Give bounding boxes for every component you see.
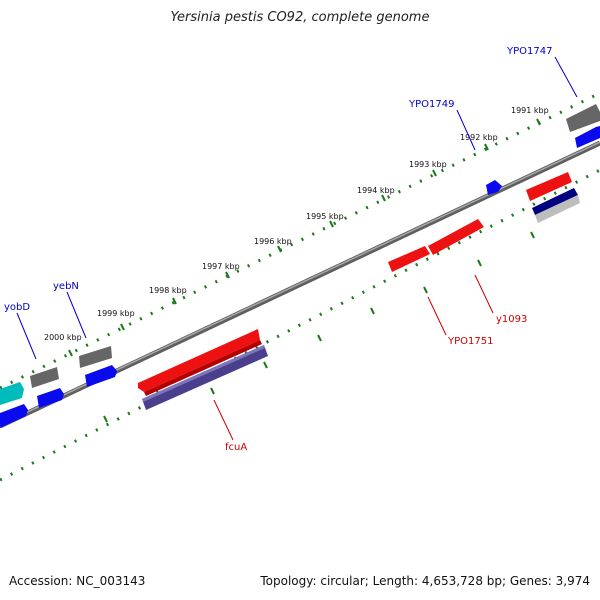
ruler-label: 2000 kbp [44, 333, 82, 342]
red-feature-fcuA-shadow [144, 340, 262, 396]
lower-tick [210, 387, 215, 395]
tick-1996 [277, 245, 282, 253]
gray-feature [30, 367, 59, 388]
ruler-label: 1994 kbp [357, 186, 395, 195]
leader-yobD [16, 312, 37, 360]
gray-feature [79, 346, 112, 368]
lower-tick [423, 286, 428, 294]
gene-label-fcuA[interactable]: fcuA [225, 442, 247, 453]
blue-feature [85, 365, 117, 387]
leader-YPO1751 [427, 296, 447, 336]
red-feature-fcuA [138, 329, 260, 392]
tick-1995 [329, 220, 334, 228]
red-feature-y1093 [388, 246, 430, 272]
lower-tick [477, 259, 482, 267]
ruler-label: 1998 kbp [149, 286, 187, 295]
gene-label-YPO1747[interactable]: YPO1747 [506, 46, 552, 57]
gene-label-yobD[interactable]: yobD [4, 302, 30, 313]
navy-feature [532, 188, 578, 215]
gene-label-yebN[interactable]: yebN [53, 281, 79, 292]
ruler-label: 1999 kbp [97, 309, 135, 318]
map-title: Yersinia pestis CO92, complete genome [170, 10, 430, 25]
tick-1991 [536, 118, 541, 126]
tick-2000 [68, 349, 73, 357]
leader-YPO1749 [456, 109, 476, 151]
blue-feature [486, 180, 502, 195]
lower-tick [530, 231, 535, 239]
tick-1999 [120, 323, 125, 331]
accession-text: Accession: NC_003143 [9, 574, 146, 588]
lower-tick [263, 361, 268, 369]
purple-feature-highlight [142, 345, 265, 402]
blue-feature [37, 388, 64, 408]
leader-y1093 [474, 274, 494, 314]
tick-1998 [172, 297, 177, 305]
tick-1993 [432, 169, 437, 177]
gene-label-y1093[interactable]: y1093 [496, 314, 527, 325]
gene-label-YPO1749[interactable]: YPO1749 [408, 99, 454, 110]
ruler-label: 1992 kbp [460, 133, 498, 142]
ruler-label: 1996 kbp [254, 237, 292, 246]
tick-1994 [381, 194, 386, 202]
genome-summary-text: Topology: circular; Length: 4,653,728 bp… [260, 574, 590, 588]
leader-yebN [66, 291, 87, 339]
ruler-label: 1991 kbp [511, 106, 549, 115]
blue-feature [0, 404, 28, 428]
gene-label-YPO1751[interactable]: YPO1751 [447, 336, 493, 347]
ruler-label: 1997 kbp [202, 262, 240, 271]
gray-feature [566, 104, 600, 132]
lower-ruler-track [0, 168, 600, 482]
red-feature-YPO1751 [428, 219, 484, 255]
lower-tick [103, 415, 108, 423]
tick-1992 [484, 143, 489, 151]
label-leaders [16, 56, 578, 441]
leader-fcuA [213, 399, 234, 441]
ruler-label: 1995 kbp [306, 212, 344, 221]
upper-ruler-track [0, 91, 600, 390]
purple-feature [142, 345, 268, 410]
upper-major-ticks [68, 118, 541, 357]
ruler-label: 1993 kbp [409, 160, 447, 169]
leader-YPO1747 [554, 56, 578, 98]
red-feature [526, 172, 572, 201]
blue-feature [575, 126, 600, 148]
lower-tick [370, 307, 375, 315]
tick-1997 [225, 271, 230, 279]
cyan-feature [0, 382, 24, 405]
lower-tick [317, 334, 322, 342]
gray-light-feature [535, 195, 580, 223]
